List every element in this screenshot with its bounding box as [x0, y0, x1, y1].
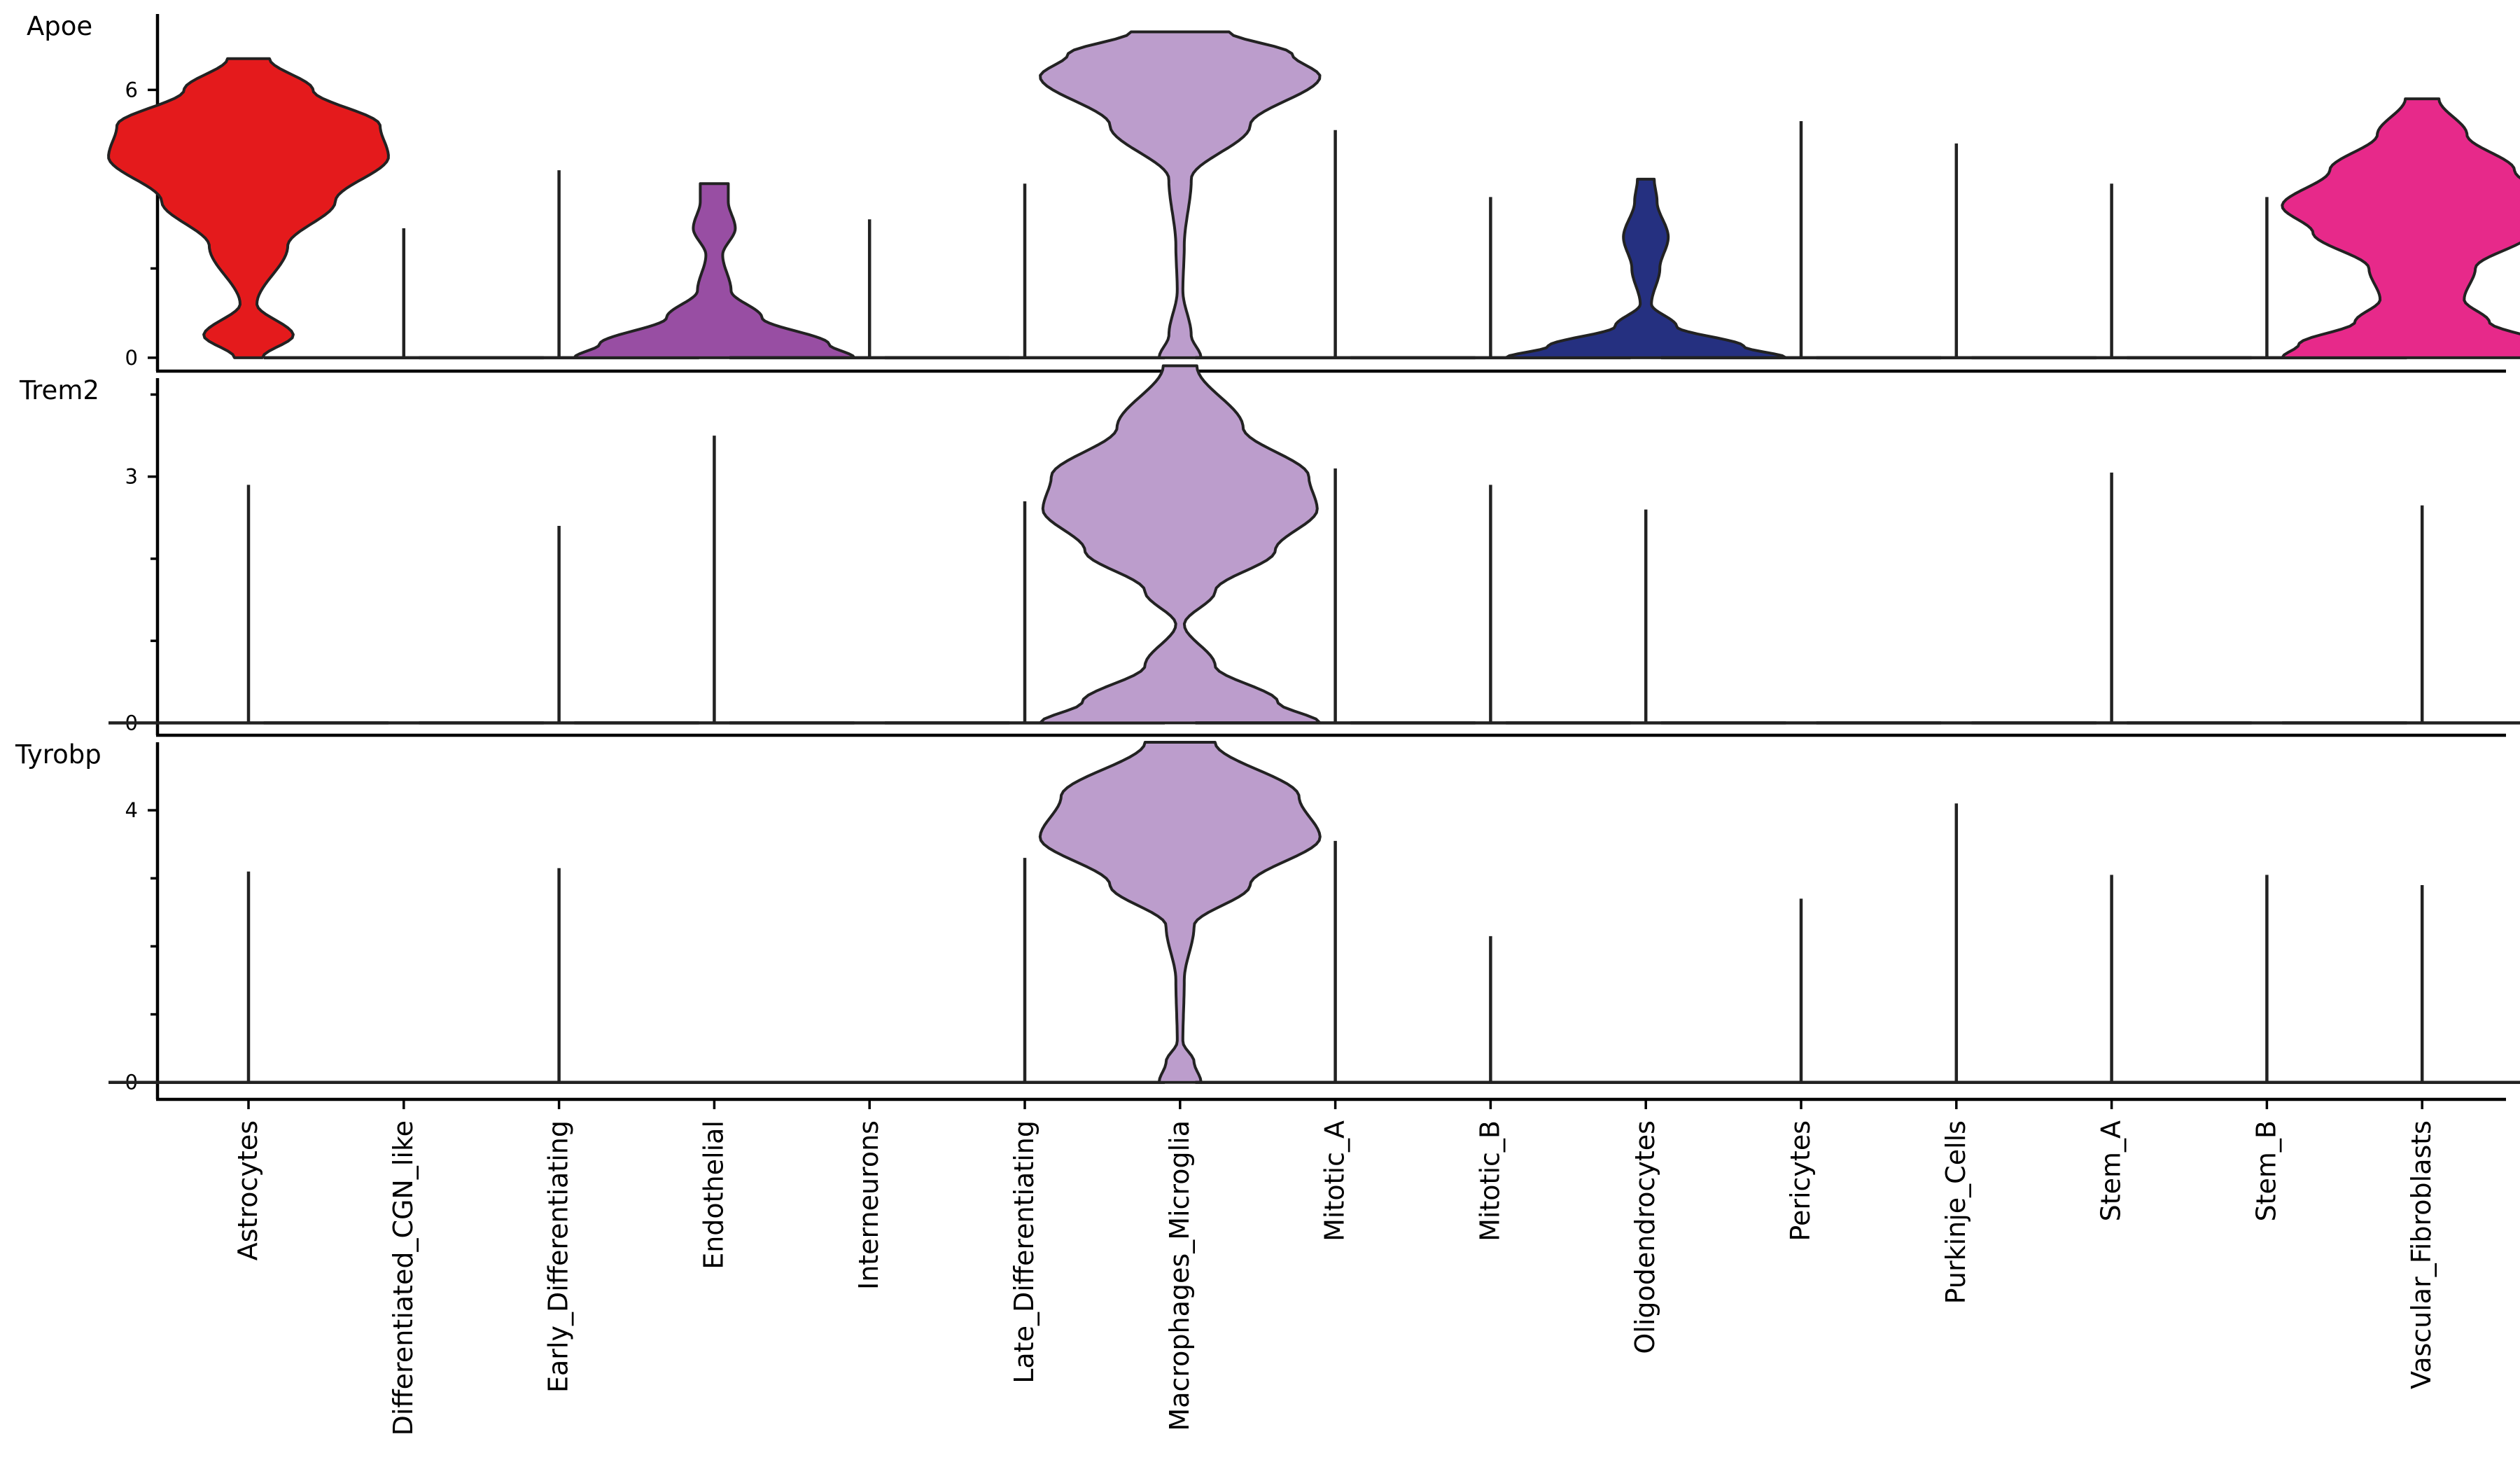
x-tick-label-macrophages-microglia: Macrophages_Microglia	[1164, 1120, 1195, 1431]
x-tick-label-astrocytes: Astrocytes	[232, 1120, 263, 1260]
x-tick-label-purkinje-cells: Purkinje_Cells	[1940, 1120, 1971, 1304]
x-tick-label-vascular-fibroblasts: Vascular_Fibroblasts	[2406, 1120, 2437, 1389]
violin-tyrobp-macrophages-microglia	[1038, 741, 1322, 1084]
y-tick-label-apoe-0: 0	[125, 346, 138, 370]
x-tick-label-differentiated-cgn-like: Differentiated_CGN_like	[388, 1120, 419, 1435]
x-tick-label-interneurons: Interneurons	[853, 1120, 884, 1290]
x-tick-label-stem-a: Stem_A	[2096, 1120, 2127, 1221]
panel-title-tyrobp: Tyrobp	[15, 739, 102, 770]
x-tick-label-endothelial: Endothelial	[698, 1120, 729, 1270]
x-tick-label-stem-b: Stem_B	[2250, 1120, 2281, 1222]
y-tick-label-tyrobp-4: 4	[125, 798, 138, 822]
x-tick-label-oligodendrocytes: Oligodendrocytes	[1630, 1120, 1660, 1354]
panel-title-apoe: Apoe	[27, 11, 92, 41]
panel-title-trem2: Trem2	[19, 375, 99, 405]
x-tick-label-mitotic-b: Mitotic_B	[1474, 1120, 1505, 1242]
y-tick-label-trem2-3: 3	[125, 465, 138, 489]
violin-apoe-vascular-fibroblasts	[2281, 97, 2520, 359]
x-tick-label-late-differentiating: Late_Differentiating	[1009, 1120, 1040, 1384]
violin-apoe-macrophages-microglia	[1039, 30, 1322, 359]
violin-apoe-astrocytes	[107, 57, 390, 359]
x-tick-label-pericytes: Pericytes	[1785, 1120, 1816, 1242]
y-tick-label-apoe-6: 6	[125, 78, 138, 102]
violin-apoe-oligodendrocytes	[1504, 177, 1788, 359]
violin-apoe-endothelial	[573, 182, 856, 359]
violin-trem2-macrophages-microglia	[1038, 364, 1322, 725]
x-tick-label-mitotic-a: Mitotic_A	[1320, 1120, 1350, 1242]
x-tick-label-early-differentiating: Early_Differentiating	[543, 1120, 574, 1393]
